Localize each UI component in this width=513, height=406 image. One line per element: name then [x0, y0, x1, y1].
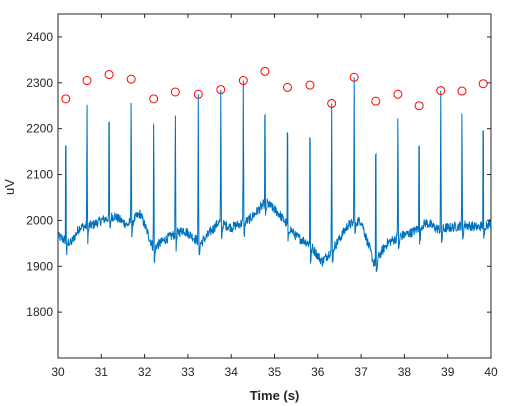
- axes-box: [57, 13, 492, 359]
- r-peak-marker: [104, 70, 114, 80]
- plot-area: 30 31 32 33 34 35 36 37 38 39 40 1800 1900 2000 2100 22…: [26, 13, 498, 379]
- x-tick-label: 35: [268, 365, 282, 379]
- y-tick-label: 2400: [26, 30, 53, 44]
- r-peak-marker: [436, 86, 446, 96]
- y-tick-label: 2000: [26, 213, 53, 227]
- r-peak-marker: [238, 76, 248, 86]
- x-tick-label: 30: [51, 365, 65, 379]
- x-tick-label: 37: [354, 365, 368, 379]
- x-tick-label: 34: [225, 365, 239, 379]
- r-peak-marker: [349, 72, 359, 82]
- r-peak-marker: [126, 74, 136, 84]
- y-tick-label: 2100: [26, 168, 53, 182]
- r-peak-marker: [216, 85, 226, 95]
- r-peak-marker: [371, 96, 381, 106]
- x-tick-label: 38: [398, 365, 412, 379]
- r-peak-marker: [282, 82, 292, 92]
- r-peak-marker: [393, 89, 403, 99]
- x-tick-label: 32: [138, 365, 152, 379]
- r-peak-marker: [457, 86, 467, 96]
- r-peak-marker: [414, 101, 424, 111]
- x-tick-label: 40: [484, 365, 498, 379]
- r-peak-marker: [61, 94, 71, 104]
- x-axis-label: Time (s): [250, 388, 300, 403]
- r-peak-marker: [260, 66, 270, 76]
- y-tick-label: 1900: [26, 259, 53, 273]
- r-peak-marker: [193, 89, 203, 99]
- y-tick-label: 2200: [26, 122, 53, 136]
- x-tick-label: 31: [95, 365, 109, 379]
- r-peak-marker: [478, 79, 488, 89]
- x-tick-label: 39: [441, 365, 455, 379]
- r-peak-marker: [327, 98, 337, 108]
- ecg-trace-line: [57, 77, 492, 273]
- r-peak-marker: [170, 87, 180, 97]
- y-axis-label: uV: [2, 179, 17, 195]
- y-tick-label: 2300: [26, 76, 53, 90]
- r-peak-marker: [149, 94, 159, 104]
- x-tick-label: 33: [181, 365, 195, 379]
- y-tick-label: 1800: [26, 305, 53, 319]
- x-tick-label: 36: [311, 365, 325, 379]
- r-peak-marker: [305, 80, 315, 90]
- r-peak-marker: [82, 76, 92, 86]
